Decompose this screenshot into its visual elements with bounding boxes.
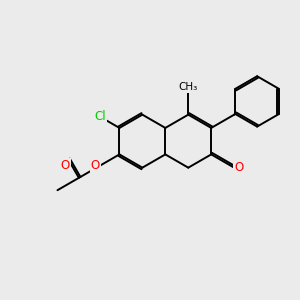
Text: O: O xyxy=(61,159,70,172)
Text: Cl: Cl xyxy=(94,110,106,123)
Text: O: O xyxy=(234,161,243,174)
Text: CH₃: CH₃ xyxy=(179,82,198,92)
Text: O: O xyxy=(91,159,100,172)
